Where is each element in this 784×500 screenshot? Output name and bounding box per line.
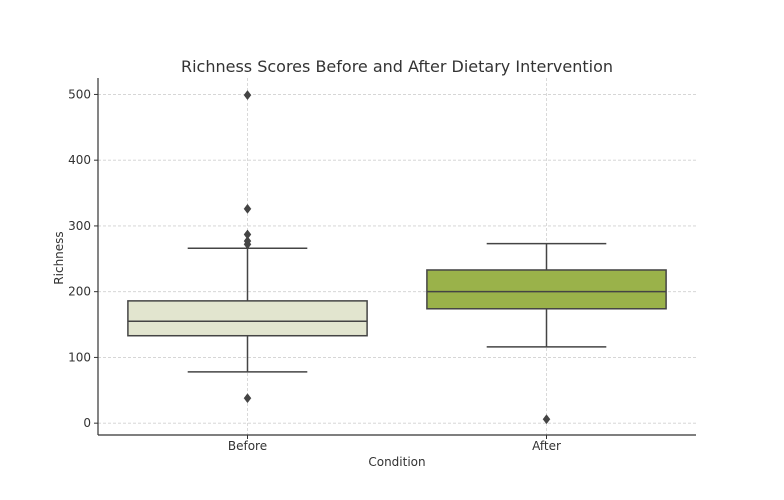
axes-layer: 0 100 200 300 400 500 Before After bbox=[68, 78, 696, 453]
x-tick-label: After bbox=[532, 439, 561, 453]
x-axis-label: Condition bbox=[368, 455, 425, 469]
iqr-box bbox=[426, 269, 667, 310]
outlier-point bbox=[243, 203, 252, 214]
chart-title: Richness Scores Before and After Dietary… bbox=[181, 57, 613, 76]
box-group-after bbox=[426, 242, 667, 425]
outlier-point bbox=[243, 236, 252, 247]
iqr-box bbox=[127, 300, 368, 337]
y-tick-label: 200 bbox=[68, 285, 91, 299]
y-tick-label: 500 bbox=[68, 87, 91, 101]
y-axis-label: Richness bbox=[52, 231, 66, 284]
y-tick-label: 400 bbox=[68, 153, 91, 167]
y-tick-label: 100 bbox=[68, 350, 91, 364]
outlier-point bbox=[542, 414, 551, 425]
outlier-point bbox=[243, 90, 252, 101]
y-tick-label: 0 bbox=[83, 416, 91, 430]
outlier-point bbox=[243, 229, 252, 240]
x-tick-label: Before bbox=[228, 439, 267, 453]
plot-layer bbox=[127, 90, 667, 425]
y-tick-label: 300 bbox=[68, 219, 91, 233]
outlier-point bbox=[243, 393, 252, 404]
box-group-before bbox=[127, 90, 368, 404]
grid-layer bbox=[98, 78, 696, 435]
